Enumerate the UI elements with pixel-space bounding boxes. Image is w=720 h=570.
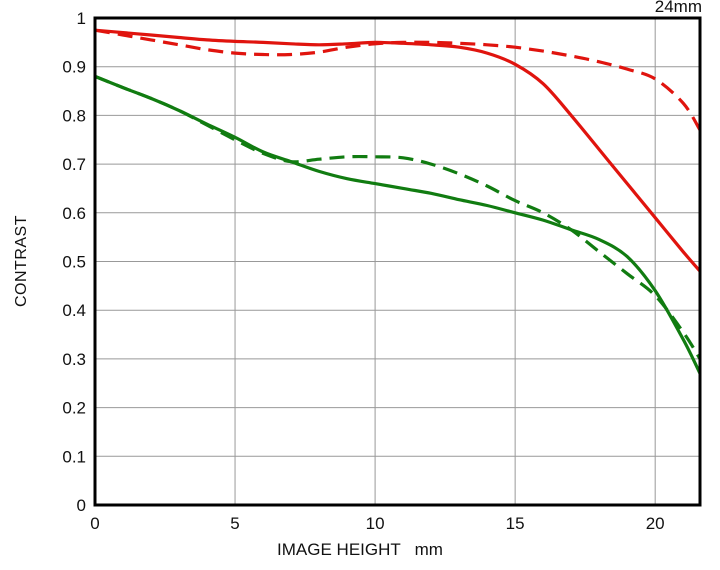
chart-title: 24mm [654,0,702,16]
y-tick-label: 0.8 [62,106,86,125]
y-tick-label: 0.2 [62,399,86,418]
y-tick-label: 1 [77,9,86,28]
y-tick-label: 0 [77,496,86,515]
curve-green-solid [94,74,702,375]
y-tick-label: 0.3 [62,350,86,369]
x-axis-label: IMAGE HEIGHT mm [277,540,443,559]
y-tick-label: 0.1 [62,447,86,466]
x-tick-label: 10 [366,514,385,533]
x-tick-label: 15 [506,514,525,533]
y-tick-label: 0.6 [62,204,86,223]
x-tick-label: 0 [90,514,99,533]
y-tick-label: 0.5 [62,253,86,272]
y-tick-label: 0.4 [62,301,86,320]
curve-green-dashed [94,74,702,360]
curve-red-dashed [94,28,702,131]
y-tick-label: 0.9 [62,58,86,77]
x-tick-label: 5 [230,514,239,533]
y-tick-label: 0.7 [62,155,86,174]
x-tick-label: 20 [646,514,665,533]
plot-border [93,16,702,507]
